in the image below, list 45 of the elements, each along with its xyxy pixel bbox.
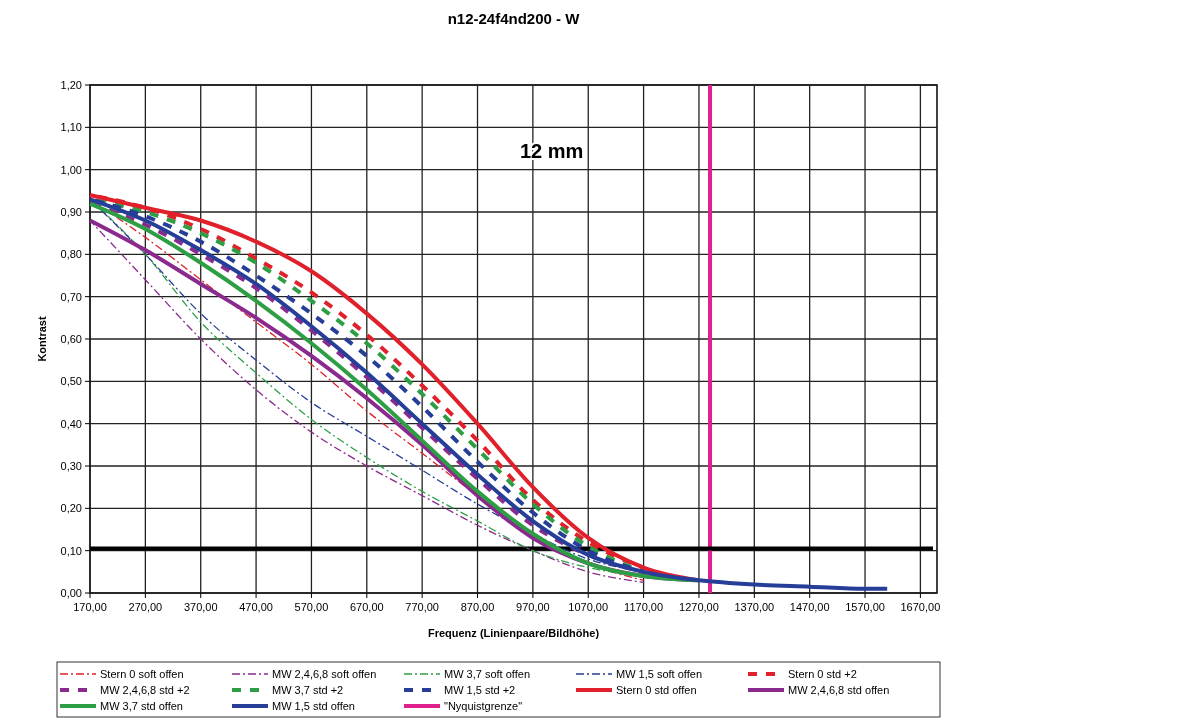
legend-label: MW 3,7 std +2 <box>272 684 344 696</box>
x-tick-label: 370,00 <box>183 601 218 613</box>
y-tick-label: 0,00 <box>60 587 82 599</box>
legend-label: Stern 0 std +2 <box>788 668 857 680</box>
y-tick-label: 1,10 <box>60 121 82 134</box>
y-tick-label: 1,00 <box>60 163 82 176</box>
y-tick-label: 0,40 <box>60 417 82 430</box>
y-tick-label: 0,20 <box>60 502 82 515</box>
x-tick-label: 1270,00 <box>679 601 719 613</box>
x-tick-label: 1670,00 <box>900 601 941 613</box>
x-tick-label: 570,00 <box>294 601 329 613</box>
x-tick-label: 1370,00 <box>734 601 775 613</box>
y-tick-label: 0,30 <box>60 460 82 472</box>
x-tick-label: 1570,00 <box>845 601 885 613</box>
y-tick-label: 0,90 <box>60 206 82 218</box>
y-tick-label: 0,70 <box>60 290 82 303</box>
x-tick-label: 470,00 <box>239 601 273 613</box>
legend-label: MW 3,7 soft offen <box>444 668 531 680</box>
chart-title: n12-24f4nd200 - W <box>447 10 581 27</box>
legend-label: MW 3,7 std offen <box>100 700 183 712</box>
y-tick-label: 1,20 <box>60 79 82 91</box>
x-tick-label: 1170,00 <box>624 601 664 613</box>
x-tick-label: 970,00 <box>516 601 550 613</box>
y-tick-label: 0,60 <box>60 333 82 345</box>
legend-label: Stern 0 soft offen <box>100 668 184 680</box>
legend-label: MW 2,4,6,8 soft offen <box>272 668 377 680</box>
x-tick-label: 170,00 <box>73 601 107 613</box>
x-tick-label: 770,00 <box>405 601 439 613</box>
legend-label: MW 2,4,6,8 std offen <box>788 684 890 696</box>
legend-label: Stern 0 std offen <box>616 684 697 696</box>
y-tick-label: 0,10 <box>60 544 82 557</box>
y-axis-title: Kontrast <box>36 316 48 362</box>
x-tick-label: 270,00 <box>128 601 163 613</box>
x-axis-title: Frequenz (Linienpaare/Bildhöhe) <box>427 627 600 639</box>
legend-label: MW 1,5 std offen <box>272 700 355 712</box>
legend-label: MW 2,4,6,8 std +2 <box>100 684 190 696</box>
legend-label: MW 1,5 soft offen <box>616 668 703 680</box>
y-tick-label: 0,50 <box>60 375 82 388</box>
x-tick-label: 1070,00 <box>568 601 609 613</box>
x-tick-label: 870,00 <box>460 601 495 613</box>
x-tick-label: 1470,00 <box>789 601 830 613</box>
legend-label: MW 1,5 std +2 <box>444 684 516 696</box>
y-tick-label: 0,80 <box>60 248 82 261</box>
legend-label: "Nyquistgrenze" <box>444 700 523 712</box>
x-tick-label: 670,00 <box>349 601 384 613</box>
